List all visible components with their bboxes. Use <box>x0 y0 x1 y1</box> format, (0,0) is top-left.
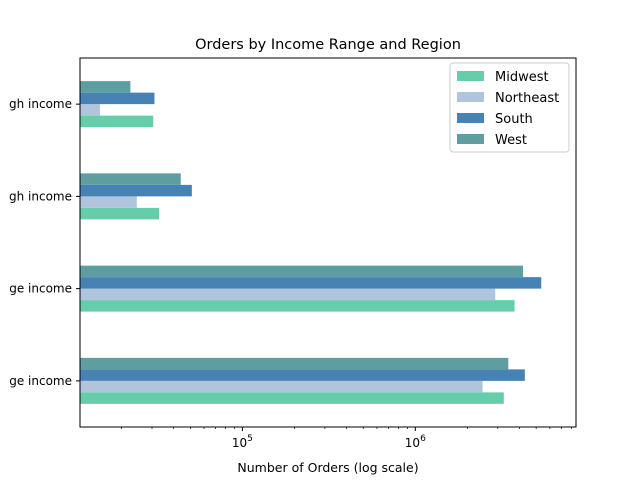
bar-midwest-2 <box>80 207 160 220</box>
legend-label-midwest: Midwest <box>495 70 549 85</box>
bar-midwest-0 <box>80 392 504 404</box>
axes-frame <box>79 57 577 428</box>
y-axis-ticks: ge income ge income gh income gh income <box>9 97 80 388</box>
y-tick-label: ge income <box>9 374 72 388</box>
bar-northeast-1 <box>80 288 496 301</box>
legend-swatch-northeast <box>457 92 484 102</box>
legend-label-south: South <box>495 112 533 127</box>
x-axis-label: Number of Orders (log scale) <box>237 460 418 475</box>
bar-west-3 <box>80 81 131 93</box>
bar-northeast-3 <box>80 104 100 116</box>
legend-label-west: West <box>495 133 527 148</box>
x-axis-ticks: 105 106 <box>121 427 572 450</box>
legend-swatch-south <box>457 113 484 123</box>
x-tick-label: 106 <box>405 434 426 450</box>
bar-midwest-1 <box>80 300 515 312</box>
plot-area <box>79 57 577 428</box>
legend-swatch-midwest <box>457 71 484 81</box>
bar-south-0 <box>80 369 525 381</box>
x-tick-label: 105 <box>232 434 253 450</box>
bar-west-2 <box>80 173 181 185</box>
bar-northeast-0 <box>80 380 483 393</box>
bar-west-1 <box>80 265 524 278</box>
legend-box <box>449 62 570 153</box>
y-tick-label: gh income <box>9 97 72 111</box>
legend: Midwest Northeast South West <box>449 62 570 153</box>
bar-south-1 <box>80 277 542 289</box>
legend-swatch-west <box>457 134 484 144</box>
bar-northeast-2 <box>80 196 137 208</box>
y-tick-label: ge income <box>9 282 72 296</box>
y-tick-label: gh income <box>9 189 72 203</box>
bar-south-2 <box>80 184 192 197</box>
bar-west-0 <box>80 357 509 370</box>
bar-south-3 <box>80 92 155 105</box>
bar-midwest-3 <box>80 115 154 128</box>
chart-title: Orders by Income Range and Region <box>195 37 461 53</box>
legend-label-northeast: Northeast <box>495 91 559 106</box>
